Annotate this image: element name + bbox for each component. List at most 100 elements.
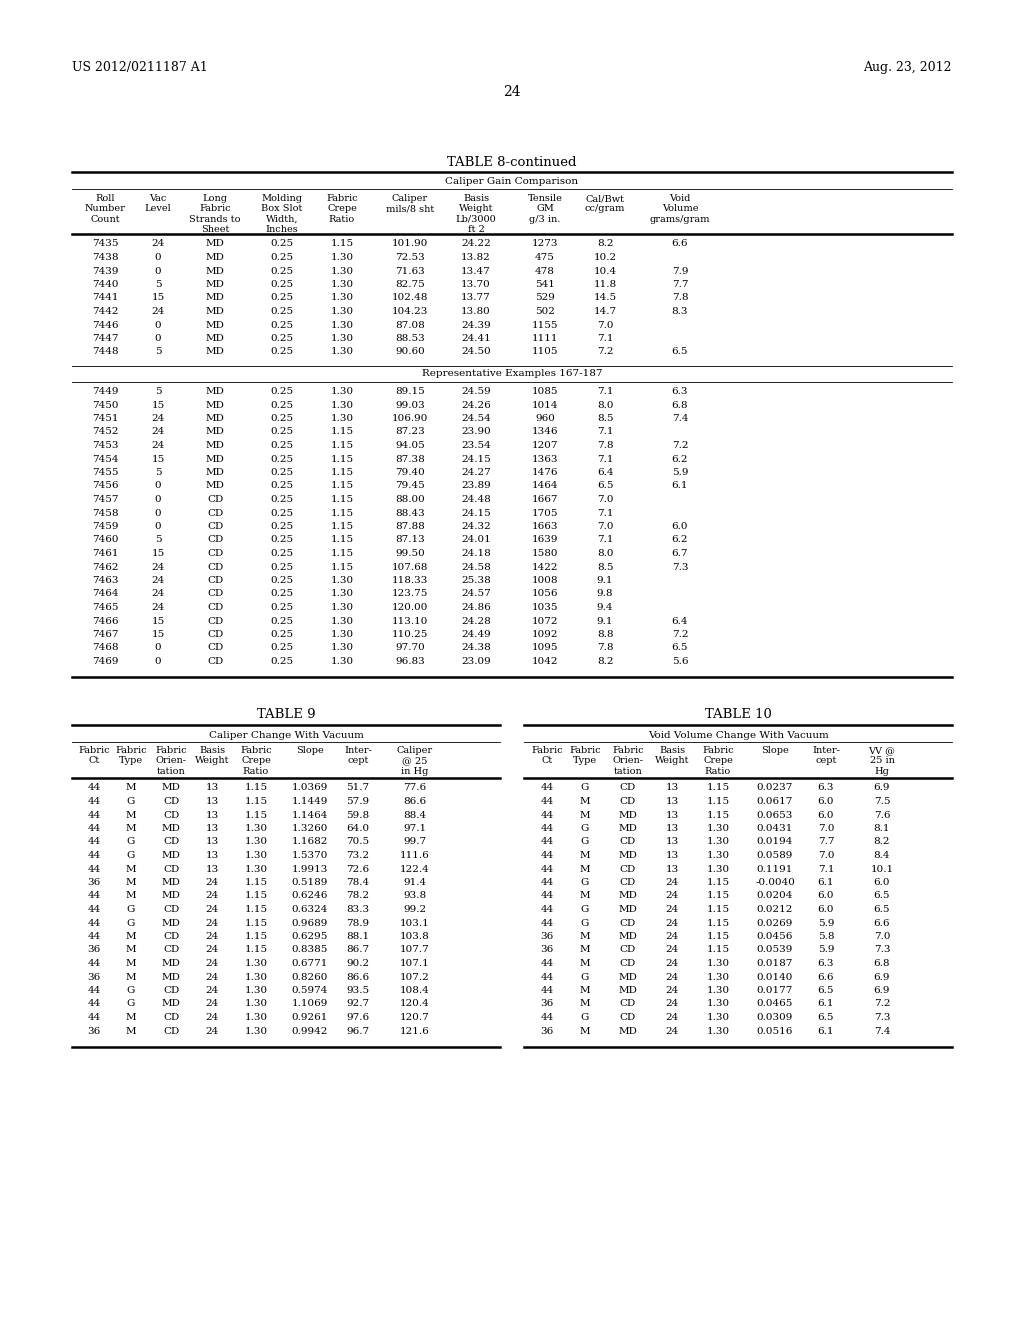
Text: TABLE 10: TABLE 10 (705, 709, 771, 722)
Text: 7.2: 7.2 (672, 441, 688, 450)
Text: 475: 475 (536, 253, 555, 261)
Text: 24: 24 (206, 999, 219, 1008)
Text: 24: 24 (206, 878, 219, 887)
Text: M: M (126, 1027, 136, 1035)
Text: 24.28: 24.28 (461, 616, 490, 626)
Text: CD: CD (163, 865, 179, 874)
Text: 1.15: 1.15 (707, 932, 729, 941)
Text: 1.1682: 1.1682 (292, 837, 328, 846)
Text: 5: 5 (155, 347, 162, 356)
Text: G: G (581, 1012, 589, 1022)
Text: 7.0: 7.0 (597, 321, 613, 330)
Text: 1.30: 1.30 (245, 1012, 267, 1022)
Text: 0.25: 0.25 (270, 387, 294, 396)
Text: Caliper
@ 25
in Hg: Caliper @ 25 in Hg (397, 746, 433, 776)
Text: 24: 24 (206, 1012, 219, 1022)
Text: 7439: 7439 (92, 267, 118, 276)
Text: 13: 13 (666, 797, 679, 807)
Text: 6.3: 6.3 (818, 784, 835, 792)
Text: 0.25: 0.25 (270, 454, 294, 463)
Text: 87.38: 87.38 (395, 454, 425, 463)
Text: 1.30: 1.30 (245, 851, 267, 861)
Text: 36: 36 (87, 1027, 100, 1035)
Text: 0.25: 0.25 (270, 414, 294, 422)
Text: 13: 13 (666, 837, 679, 846)
Text: 36: 36 (87, 878, 100, 887)
Text: 13.70: 13.70 (461, 280, 490, 289)
Text: 7.1: 7.1 (818, 865, 835, 874)
Text: 13: 13 (206, 810, 219, 820)
Text: 13: 13 (666, 784, 679, 792)
Text: 7.8: 7.8 (597, 644, 613, 652)
Text: 24: 24 (152, 590, 165, 598)
Text: MD: MD (206, 482, 224, 491)
Text: 6.3: 6.3 (672, 387, 688, 396)
Text: M: M (126, 784, 136, 792)
Text: 1.30: 1.30 (331, 293, 353, 302)
Text: 10.2: 10.2 (594, 253, 616, 261)
Text: 0.25: 0.25 (270, 630, 294, 639)
Text: 6.1: 6.1 (818, 1027, 835, 1035)
Text: 1.15: 1.15 (331, 239, 353, 248)
Text: Vac
Level: Vac Level (144, 194, 171, 214)
Text: 5.9: 5.9 (818, 919, 835, 928)
Text: 1273: 1273 (531, 239, 558, 248)
Text: 6.0: 6.0 (818, 906, 835, 913)
Text: 1.15: 1.15 (245, 945, 267, 954)
Text: 0.25: 0.25 (270, 616, 294, 626)
Text: 0.0465: 0.0465 (757, 999, 794, 1008)
Text: Fabric
Orien-
tation: Fabric Orien- tation (156, 746, 186, 776)
Text: 44: 44 (541, 1012, 554, 1022)
Text: 24: 24 (666, 945, 679, 954)
Text: 1095: 1095 (531, 644, 558, 652)
Text: 0.9261: 0.9261 (292, 1012, 328, 1022)
Text: 13: 13 (206, 837, 219, 846)
Text: 1092: 1092 (531, 630, 558, 639)
Text: 103.8: 103.8 (400, 932, 430, 941)
Text: 7458: 7458 (92, 508, 118, 517)
Text: 6.6: 6.6 (873, 919, 890, 928)
Text: 24.22: 24.22 (461, 239, 490, 248)
Text: 7.1: 7.1 (597, 334, 613, 343)
Text: 0.5189: 0.5189 (292, 878, 328, 887)
Text: CD: CD (620, 865, 636, 874)
Text: 1.1449: 1.1449 (292, 797, 328, 807)
Text: 44: 44 (87, 784, 100, 792)
Text: 7.6: 7.6 (873, 810, 890, 820)
Text: 7466: 7466 (92, 616, 118, 626)
Text: CD: CD (163, 945, 179, 954)
Text: 8.8: 8.8 (597, 630, 613, 639)
Text: 1.30: 1.30 (331, 308, 353, 315)
Text: G: G (581, 824, 589, 833)
Text: 86.6: 86.6 (346, 973, 370, 982)
Text: 24: 24 (206, 1027, 219, 1035)
Text: 44: 44 (541, 865, 554, 874)
Text: 88.43: 88.43 (395, 508, 425, 517)
Text: 44: 44 (87, 824, 100, 833)
Text: 1035: 1035 (531, 603, 558, 612)
Text: 7460: 7460 (92, 536, 118, 544)
Text: 1363: 1363 (531, 454, 558, 463)
Text: 36: 36 (87, 945, 100, 954)
Text: 24: 24 (152, 441, 165, 450)
Text: 24: 24 (666, 999, 679, 1008)
Text: 24: 24 (152, 562, 165, 572)
Text: 1111: 1111 (531, 334, 558, 343)
Text: 5.8: 5.8 (818, 932, 835, 941)
Text: 0.0539: 0.0539 (757, 945, 794, 954)
Text: 44: 44 (541, 919, 554, 928)
Text: 13.47: 13.47 (461, 267, 490, 276)
Text: 1.30: 1.30 (331, 400, 353, 409)
Text: MD: MD (206, 387, 224, 396)
Text: 1.15: 1.15 (245, 932, 267, 941)
Text: 24: 24 (503, 84, 521, 99)
Text: 91.4: 91.4 (403, 878, 427, 887)
Text: MD: MD (618, 891, 637, 900)
Text: G: G (581, 906, 589, 913)
Text: 24.15: 24.15 (461, 454, 490, 463)
Text: 7.1: 7.1 (597, 387, 613, 396)
Text: Fabric
Crepe
Ratio: Fabric Crepe Ratio (702, 746, 734, 776)
Text: M: M (580, 960, 590, 968)
Text: 1.15: 1.15 (707, 810, 729, 820)
Text: 24: 24 (666, 891, 679, 900)
